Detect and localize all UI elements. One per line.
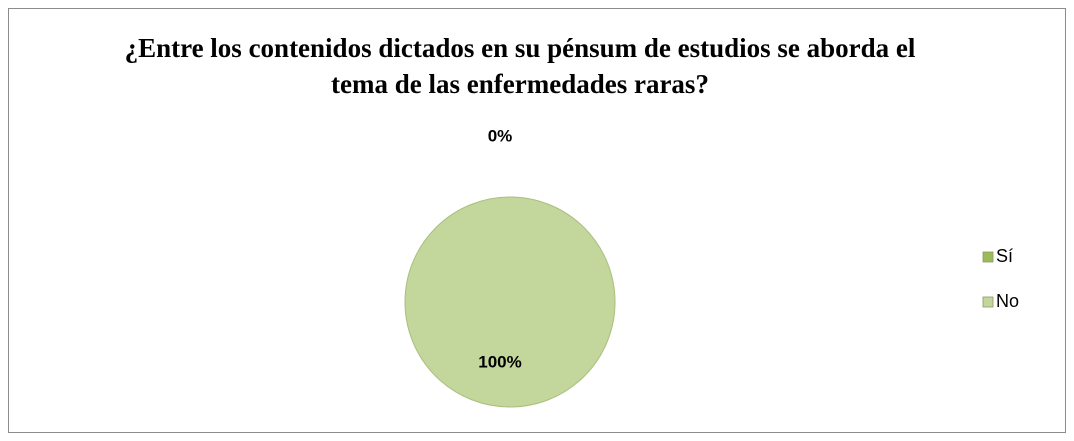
chart-title: ¿Entre los contenidos dictados en su pén… [124,33,916,99]
legend-swatch [982,251,994,263]
legend-label: Sí [996,246,1013,266]
legend-swatch [982,296,994,308]
chart-frame [8,8,1066,433]
legend-label: No [996,291,1019,311]
pie-slice [404,196,616,408]
data-label: 0% [488,126,513,145]
data-label: 100% [478,352,521,371]
